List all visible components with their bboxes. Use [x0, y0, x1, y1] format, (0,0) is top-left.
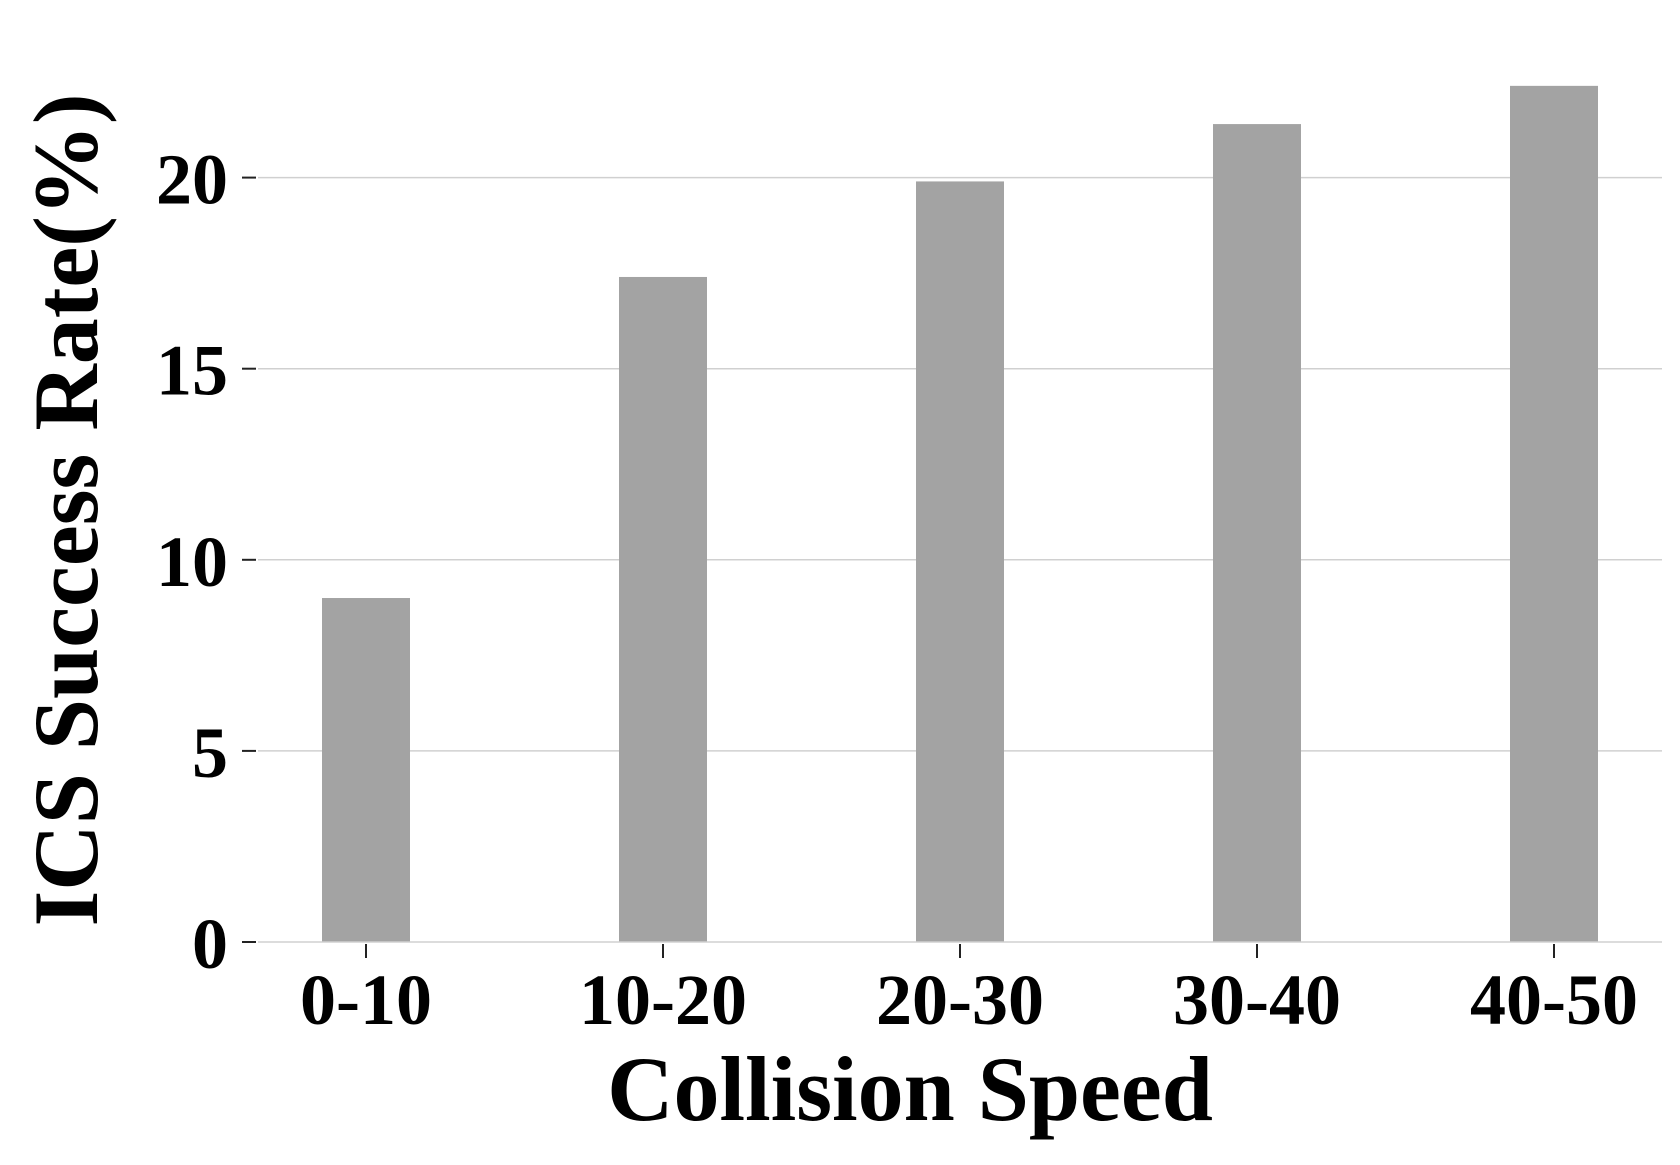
x-axis-title: Collision Speed: [607, 1038, 1213, 1140]
y-tick-labels: 0 5 10 15 20: [156, 140, 228, 984]
bar-40-50: [1510, 85, 1598, 943]
x-tick-label: 20-30: [876, 960, 1044, 1040]
bar-20-30: [916, 181, 1004, 942]
x-tick-label: 40-50: [1470, 960, 1638, 1040]
x-tick-label: 10-20: [579, 960, 747, 1040]
y-tick-label: 20: [156, 140, 228, 220]
bar-0-10: [322, 598, 410, 942]
x-tick-labels: 0-10 10-20 20-30 30-40 40-50: [300, 960, 1638, 1040]
y-tick-label: 5: [192, 713, 228, 793]
axes: [242, 176, 1662, 958]
y-tick-label: 0: [192, 904, 228, 984]
x-tick-label: 30-40: [1173, 960, 1341, 1040]
bar-10-20: [619, 276, 707, 943]
bars: [322, 85, 1598, 943]
y-axis-title: ICS Success Rate(%): [15, 93, 117, 926]
bar-30-40: [1213, 124, 1301, 943]
y-tick-label: 15: [156, 331, 228, 411]
y-tick-label: 10: [156, 522, 228, 602]
x-tick-label: 0-10: [300, 960, 432, 1040]
